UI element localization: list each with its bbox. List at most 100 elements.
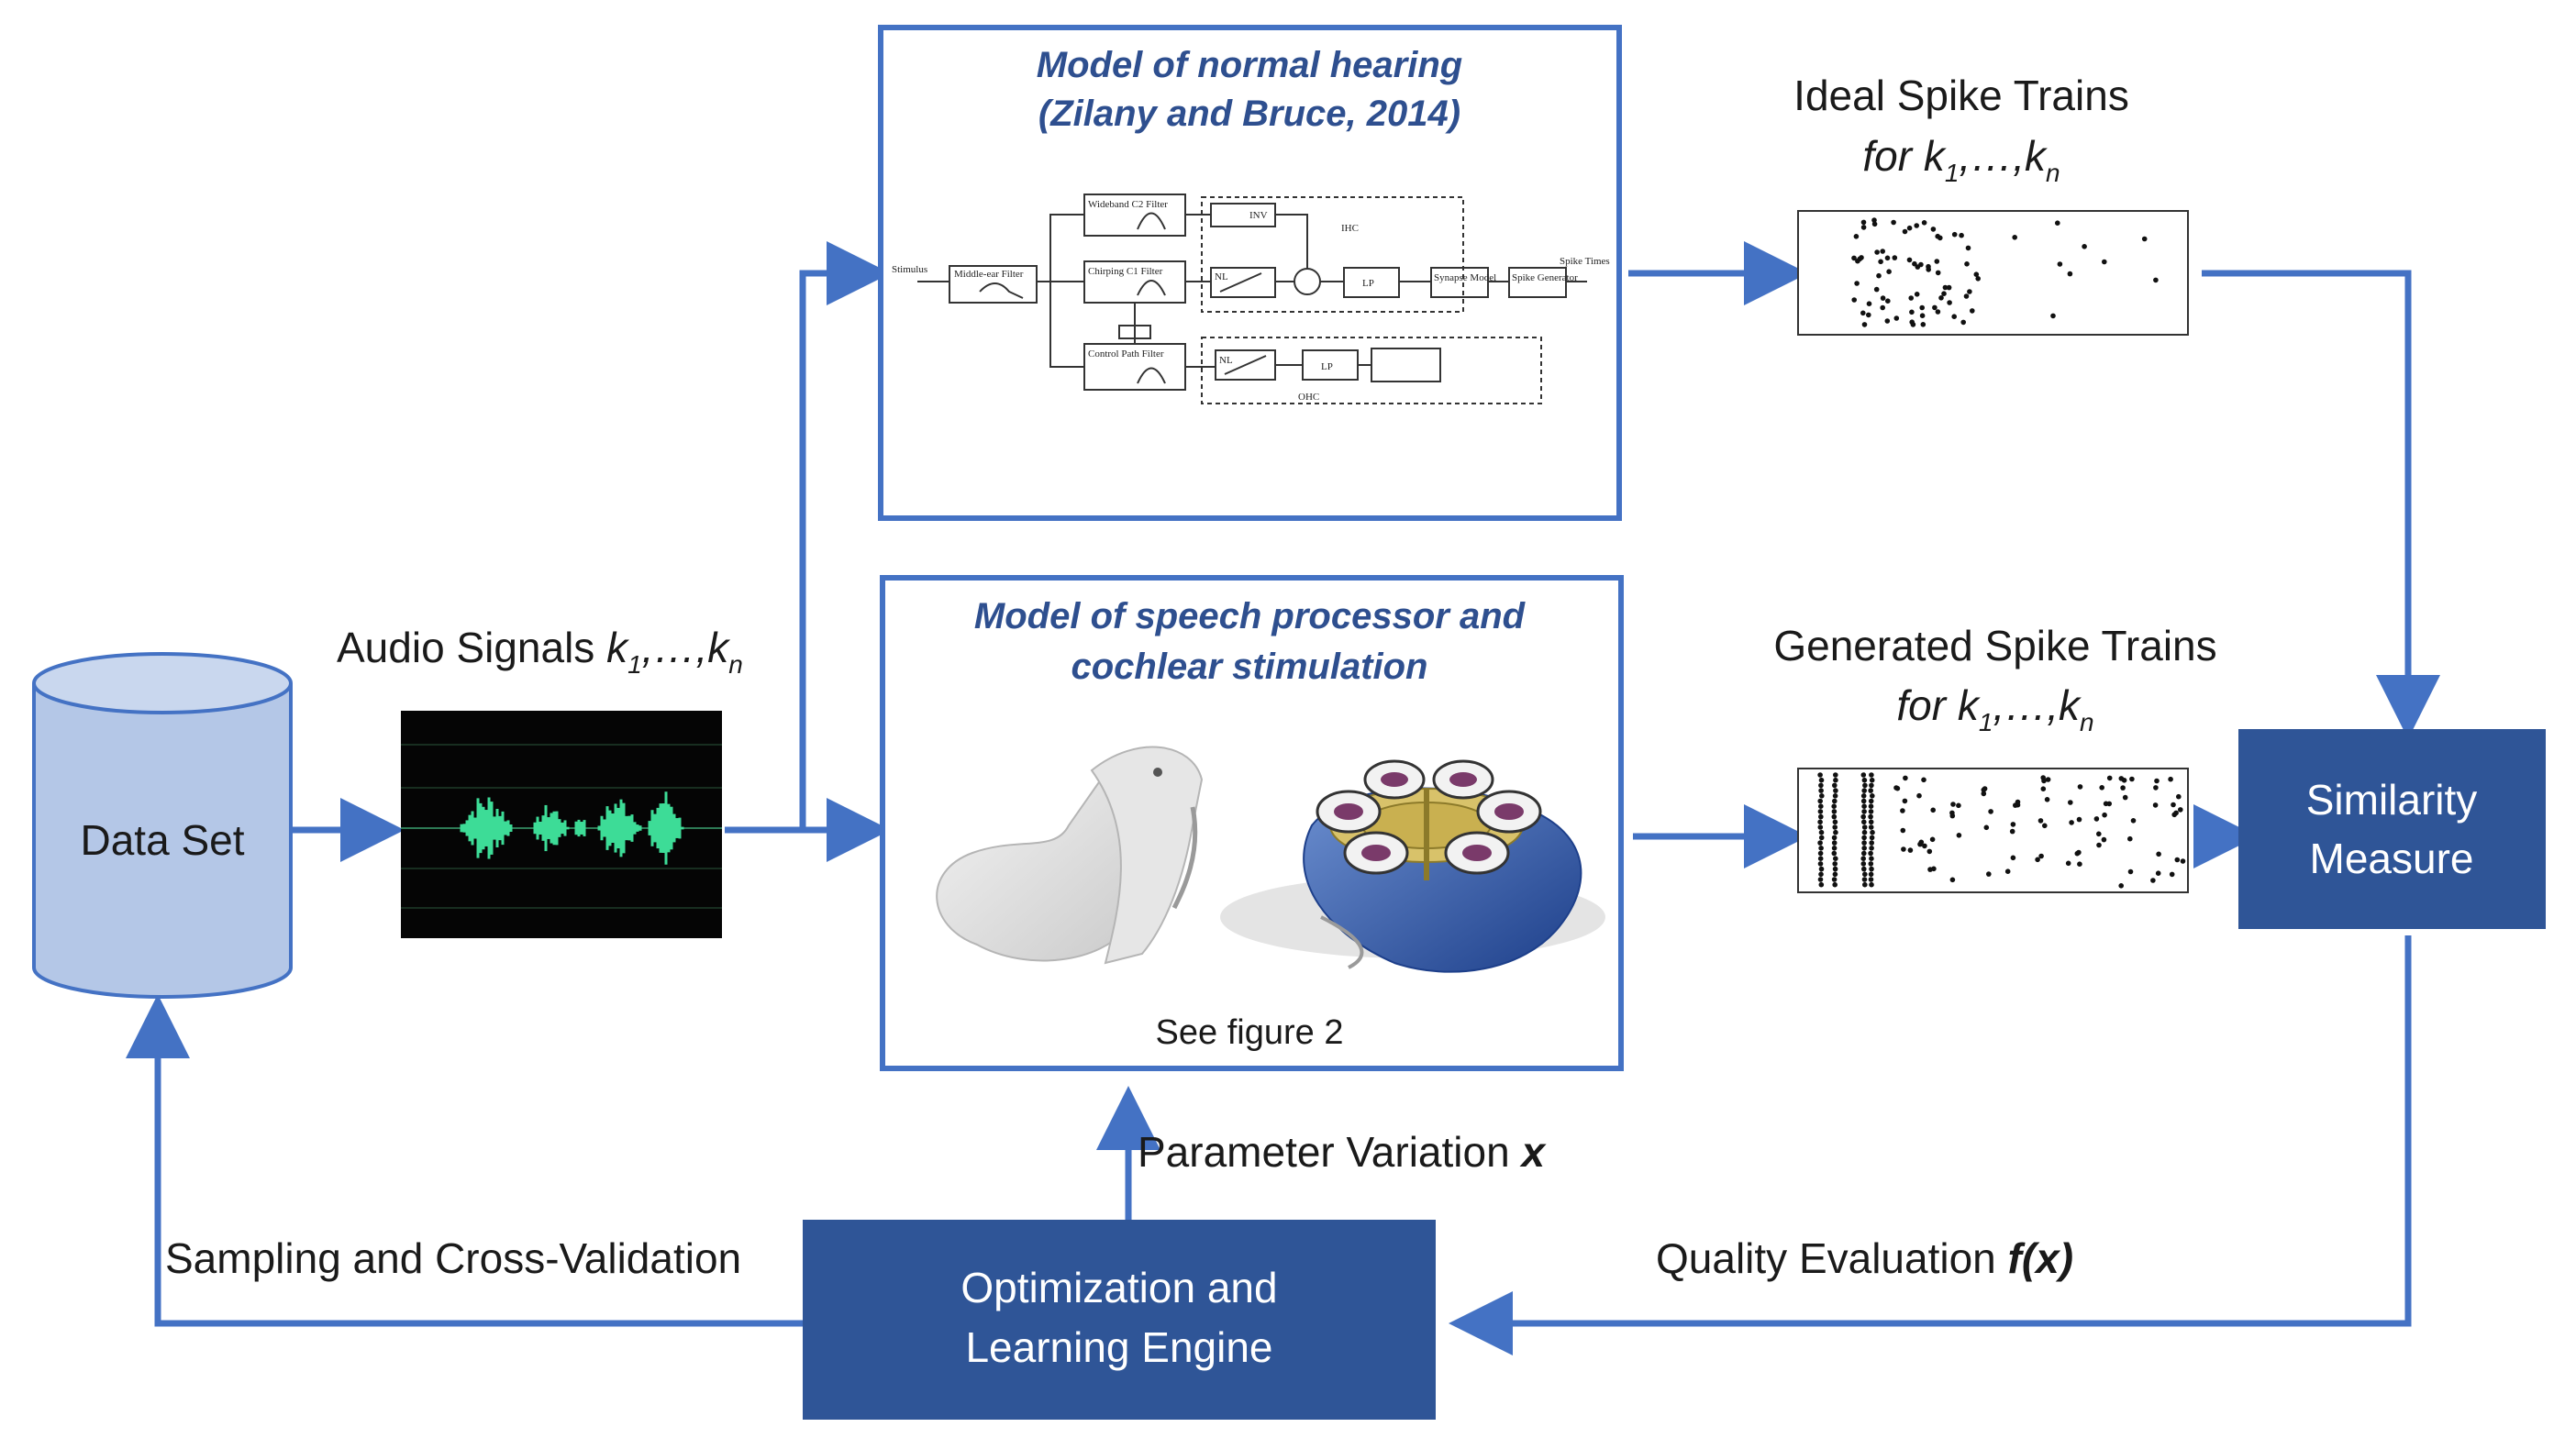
spike-dot bbox=[2171, 812, 2177, 818]
spike-dot bbox=[1885, 298, 1891, 304]
ideal-spike-trains: Ideal Spike Trains for k1,…,kn bbox=[1793, 72, 2189, 336]
spike-dot bbox=[1932, 304, 1938, 311]
spike-dot bbox=[1855, 258, 1860, 264]
arrow-optimization-to-dataset bbox=[126, 994, 807, 1327]
spike-dot bbox=[1861, 777, 1868, 783]
spike-dot bbox=[1919, 313, 1926, 319]
audio-k1: k bbox=[606, 624, 629, 671]
spike-dot bbox=[1869, 772, 1874, 778]
quality-evaluation-var: f(x) bbox=[2008, 1234, 2074, 1282]
data-set-label: Data Set bbox=[81, 816, 245, 864]
spike-dot bbox=[1869, 777, 1875, 783]
spike-dot bbox=[2156, 851, 2161, 857]
spike-dot bbox=[1941, 291, 1947, 297]
spike-dot bbox=[2102, 812, 2107, 818]
spike-dot bbox=[2069, 820, 2074, 825]
spike-dot bbox=[1922, 843, 1927, 849]
generated-mid: ,…, bbox=[1993, 681, 2059, 729]
spike-dot bbox=[1874, 249, 1880, 255]
arrow-ideal-to-similarity bbox=[2202, 270, 2440, 739]
spike-dot bbox=[1832, 782, 1838, 789]
spike-dot bbox=[1868, 813, 1873, 820]
spike-dot bbox=[1861, 835, 1867, 841]
spike-dot bbox=[1818, 803, 1824, 809]
spike-dot bbox=[1861, 788, 1867, 793]
spike-dot bbox=[1861, 877, 1868, 882]
normal-hearing-title-1: Model of normal hearing bbox=[1037, 45, 1462, 85]
spike-dot bbox=[2174, 857, 2181, 863]
spike-dot bbox=[1866, 301, 1872, 307]
spike-dot bbox=[1831, 846, 1838, 851]
spike-dot bbox=[1938, 235, 1943, 241]
spike-dot bbox=[1907, 847, 1914, 853]
spike-dot bbox=[2178, 807, 2183, 813]
spike-dot bbox=[1818, 777, 1825, 783]
mini-lp-label: LP bbox=[1362, 278, 1374, 289]
spike-dot bbox=[1869, 866, 1874, 872]
spike-dot bbox=[1868, 803, 1874, 809]
spike-dot bbox=[1963, 293, 1970, 299]
spike-dot bbox=[1946, 284, 1952, 291]
spike-dot bbox=[1818, 871, 1824, 878]
spike-dot bbox=[1817, 824, 1824, 830]
spike-dot bbox=[1950, 802, 1956, 807]
spike-dot bbox=[1983, 824, 1990, 831]
spike-dot bbox=[1894, 785, 1901, 791]
spike-dot bbox=[1921, 777, 1926, 783]
spike-dot bbox=[2050, 313, 2056, 319]
spike-dot bbox=[1868, 788, 1873, 793]
spike-dot bbox=[1934, 259, 1940, 264]
spike-dot bbox=[1956, 802, 1961, 809]
spike-dot bbox=[2121, 778, 2127, 783]
spike-dot bbox=[1909, 309, 1915, 315]
mini-spike-gen-label: Spike Generator bbox=[1512, 272, 1578, 283]
spike-dot bbox=[1831, 803, 1837, 809]
ideal-spikes-label: Ideal Spike Trains bbox=[1793, 72, 2129, 119]
spike-dot bbox=[1860, 772, 1867, 778]
ideal-sub1: 1 bbox=[1945, 159, 1960, 187]
spike-dot bbox=[1918, 839, 1925, 846]
spike-dot bbox=[1861, 850, 1867, 857]
spike-dot bbox=[2096, 842, 2102, 848]
mini-wideband-label: Wideband C2 Filter bbox=[1088, 199, 1168, 210]
spike-dot bbox=[1951, 314, 1957, 320]
optimization-engine-box bbox=[803, 1220, 1436, 1420]
optimization-engine: Optimization and Learning Engine bbox=[803, 1220, 1436, 1420]
normal-hearing-model: Model of normal hearing (Zilany and Bruc… bbox=[878, 25, 1622, 521]
spike-dot bbox=[1818, 829, 1825, 835]
spike-dot bbox=[2035, 857, 2040, 863]
speech-processor-caption: See figure 2 bbox=[1156, 1013, 1344, 1052]
spike-dot bbox=[1868, 798, 1874, 804]
spike-dot bbox=[2171, 802, 2176, 808]
spike-dot bbox=[2067, 271, 2073, 277]
audio-kn: k bbox=[707, 624, 730, 671]
spike-dot bbox=[1832, 881, 1838, 888]
spike-dot bbox=[1817, 856, 1824, 861]
spike-dot bbox=[2169, 871, 2175, 878]
spike-dot bbox=[1910, 322, 1916, 327]
optimization-line-2: Learning Engine bbox=[965, 1323, 1272, 1371]
speech-processor-title-1: Model of speech processor and bbox=[974, 596, 1527, 636]
spike-dot bbox=[2153, 277, 2159, 283]
spike-dot bbox=[1869, 782, 1874, 789]
generated-k1: k bbox=[1958, 681, 1981, 729]
spike-dot bbox=[1919, 304, 1925, 311]
spike-dot bbox=[1869, 835, 1875, 841]
spike-dot bbox=[2004, 868, 2011, 874]
spike-dot bbox=[1818, 846, 1824, 851]
spike-dot bbox=[1869, 881, 1874, 888]
spike-dot bbox=[1892, 255, 1898, 260]
spike-dot bbox=[1868, 850, 1873, 857]
spike-dot bbox=[1870, 829, 1875, 835]
spike-dot bbox=[2065, 860, 2071, 867]
spike-dot bbox=[1817, 798, 1823, 804]
spike-dot bbox=[1949, 877, 1956, 883]
spike-dot bbox=[1893, 315, 1900, 321]
parameter-variation-text: Parameter Variation bbox=[1138, 1128, 1521, 1176]
spike-dot bbox=[1901, 846, 1906, 852]
spike-dot bbox=[2009, 828, 2015, 835]
spike-dot bbox=[1866, 312, 1871, 318]
spike-dot bbox=[1930, 227, 1937, 232]
spike-dot bbox=[2150, 878, 2156, 883]
